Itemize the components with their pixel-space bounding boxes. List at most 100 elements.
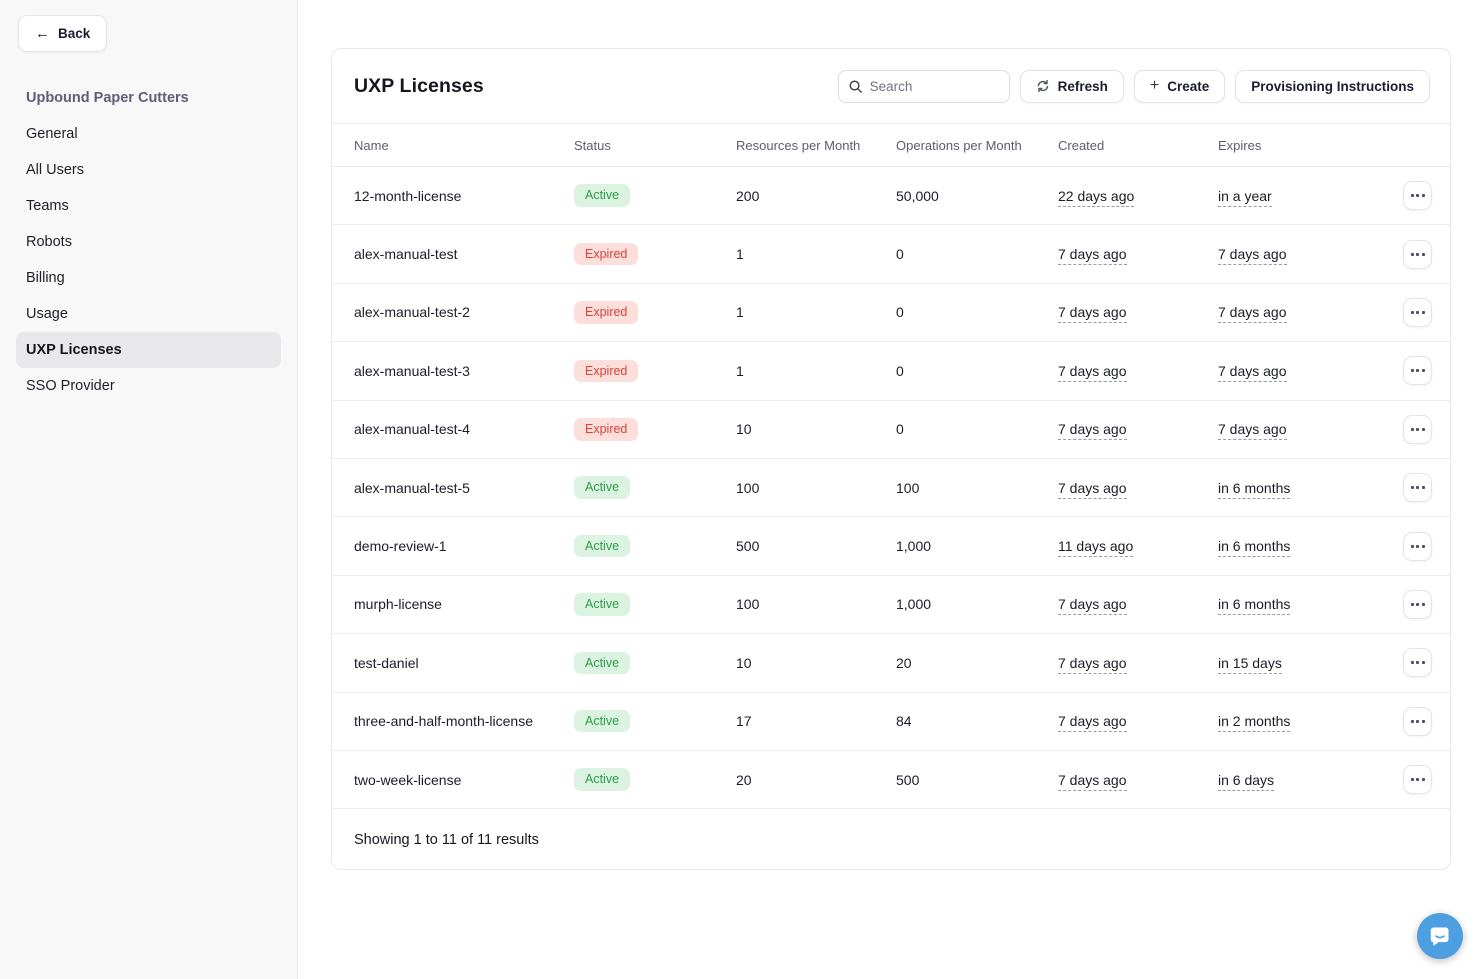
sidebar-item-robots[interactable]: Robots	[26, 234, 72, 250]
sidebar-item-teams[interactable]: Teams	[26, 198, 69, 214]
status-badge: Expired	[574, 418, 639, 441]
cell-name: demo-review-1	[354, 538, 447, 555]
expires-value[interactable]: 7 days ago	[1218, 246, 1287, 266]
cell-actions	[1386, 356, 1432, 386]
cell-expires: 7 days ago	[1218, 362, 1378, 382]
expires-value[interactable]: in 6 months	[1218, 538, 1291, 558]
sidebar-item-usage[interactable]: Usage	[26, 306, 68, 322]
row-actions-button[interactable]	[1403, 648, 1432, 678]
cell-actions	[1386, 765, 1432, 795]
create-button[interactable]: + Create	[1133, 69, 1226, 103]
sidebar-item-uxp-licenses[interactable]: UXP Licenses	[16, 332, 281, 368]
sidebar-item-sso-provider[interactable]: SSO Provider	[26, 378, 115, 394]
created-value[interactable]: 7 days ago	[1058, 421, 1127, 441]
table-header: Name Status Resources per Month Operations …	[332, 123, 1450, 167]
ellipsis-icon	[1410, 661, 1414, 665]
sidebar-item-all-users[interactable]: All Users	[26, 162, 85, 178]
column-header-name: Name	[354, 137, 389, 153]
created-value[interactable]: 7 days ago	[1058, 654, 1127, 674]
cell-actions	[1386, 589, 1432, 619]
table-row: alex-manual-test-5 Active 100 100 7 days…	[332, 459, 1450, 518]
cell-operations: 1,000	[896, 538, 932, 555]
row-actions-button[interactable]	[1403, 356, 1432, 386]
ellipsis-icon	[1410, 544, 1414, 548]
row-actions-button[interactable]	[1403, 706, 1432, 736]
cell-actions	[1386, 414, 1432, 444]
cell-status: Active	[574, 768, 736, 791]
created-value[interactable]: 7 days ago	[1058, 596, 1127, 616]
ellipsis-icon	[1410, 310, 1414, 314]
cell-resources: 20	[736, 771, 752, 788]
expires-value[interactable]: in a year	[1218, 187, 1272, 207]
status-badge: Active	[574, 476, 631, 499]
column-header-resources-per-month: Resources per Month	[736, 137, 861, 153]
sidebar-item-billing[interactable]: Billing	[26, 270, 65, 286]
row-actions-button[interactable]	[1403, 765, 1432, 795]
cell-created: 7 days ago	[1058, 479, 1218, 499]
ellipsis-icon	[1410, 252, 1414, 256]
cell-operations: 1,000	[896, 596, 932, 613]
table-row: alex-manual-test Expired 1 0 7 days ago …	[332, 225, 1450, 284]
created-value[interactable]: 11 days ago	[1058, 538, 1134, 558]
expires-value[interactable]: 7 days ago	[1218, 362, 1287, 382]
cell-resources: 10	[736, 654, 752, 671]
row-actions-button[interactable]	[1403, 414, 1432, 444]
cell-operations: 0	[896, 421, 904, 438]
cell-created: 7 days ago	[1058, 654, 1218, 674]
row-actions-button[interactable]	[1403, 181, 1432, 211]
chat-launcher-button[interactable]	[1417, 913, 1463, 959]
cell-status: Expired	[574, 418, 736, 441]
column-header-expires: Expires	[1218, 137, 1262, 153]
cell-status: Active	[574, 476, 736, 499]
expires-value[interactable]: 7 days ago	[1218, 421, 1287, 441]
status-badge: Active	[574, 184, 631, 207]
created-value[interactable]: 7 days ago	[1058, 713, 1127, 733]
plus-icon: +	[1149, 77, 1160, 94]
row-actions-button[interactable]	[1403, 589, 1432, 619]
table-row: murph-license Active 100 1,000 7 days ag…	[332, 576, 1450, 635]
cell-status: Active	[574, 184, 736, 207]
created-value[interactable]: 7 days ago	[1058, 771, 1127, 791]
search-input[interactable]	[837, 69, 1010, 103]
expires-value[interactable]: 7 days ago	[1218, 304, 1287, 324]
cell-status: Expired	[574, 242, 736, 266]
created-value[interactable]: 7 days ago	[1058, 362, 1127, 382]
sidebar-nav: Upbound Paper Cutters General All Users …	[0, 80, 297, 404]
cell-actions	[1386, 473, 1432, 503]
cell-expires: in 15 days	[1218, 654, 1378, 674]
cell-created: 11 days ago	[1058, 538, 1218, 558]
back-button[interactable]: ← Back	[18, 15, 108, 52]
row-actions-button[interactable]	[1403, 239, 1432, 269]
cell-status: Active	[574, 709, 736, 733]
cell-expires: in 6 months	[1218, 538, 1378, 558]
row-actions-button[interactable]	[1403, 297, 1432, 327]
row-actions-button[interactable]	[1403, 531, 1432, 561]
refresh-button[interactable]: Refresh	[1019, 69, 1124, 103]
cell-created: 7 days ago	[1058, 421, 1218, 441]
cell-created: 7 days ago	[1058, 771, 1218, 791]
cell-resources: 17	[736, 713, 752, 730]
cell-operations: 84	[896, 713, 912, 730]
created-value[interactable]: 7 days ago	[1058, 479, 1127, 499]
cell-operations: 0	[896, 362, 904, 379]
provisioning-instructions-button[interactable]: Provisioning Instructions	[1235, 69, 1430, 103]
refresh-icon	[1037, 79, 1048, 93]
expires-value[interactable]: in 15 days	[1218, 654, 1282, 674]
expires-value[interactable]: in 6 days	[1218, 771, 1275, 791]
table-row: 12-month-license Active 200 50,000 22 da…	[332, 167, 1450, 226]
created-value[interactable]: 7 days ago	[1058, 246, 1127, 266]
row-actions-button[interactable]	[1403, 473, 1432, 503]
expires-value[interactable]: in 6 months	[1218, 596, 1291, 616]
status-badge: Expired	[574, 301, 639, 324]
created-value[interactable]: 7 days ago	[1058, 304, 1127, 324]
expires-value[interactable]: in 6 months	[1218, 479, 1291, 499]
sidebar-item-general[interactable]: General	[26, 126, 78, 142]
card-header: UXP Licenses Refresh	[332, 49, 1450, 123]
table-body: 12-month-license Active 200 50,000 22 da…	[332, 167, 1450, 810]
expires-value[interactable]: in 2 months	[1218, 713, 1291, 733]
created-value[interactable]: 22 days ago	[1058, 187, 1135, 207]
status-badge: Active	[574, 768, 631, 791]
refresh-button-label: Refresh	[1057, 78, 1108, 94]
cell-operations: 50,000	[896, 187, 939, 204]
cell-operations: 500	[896, 771, 920, 788]
